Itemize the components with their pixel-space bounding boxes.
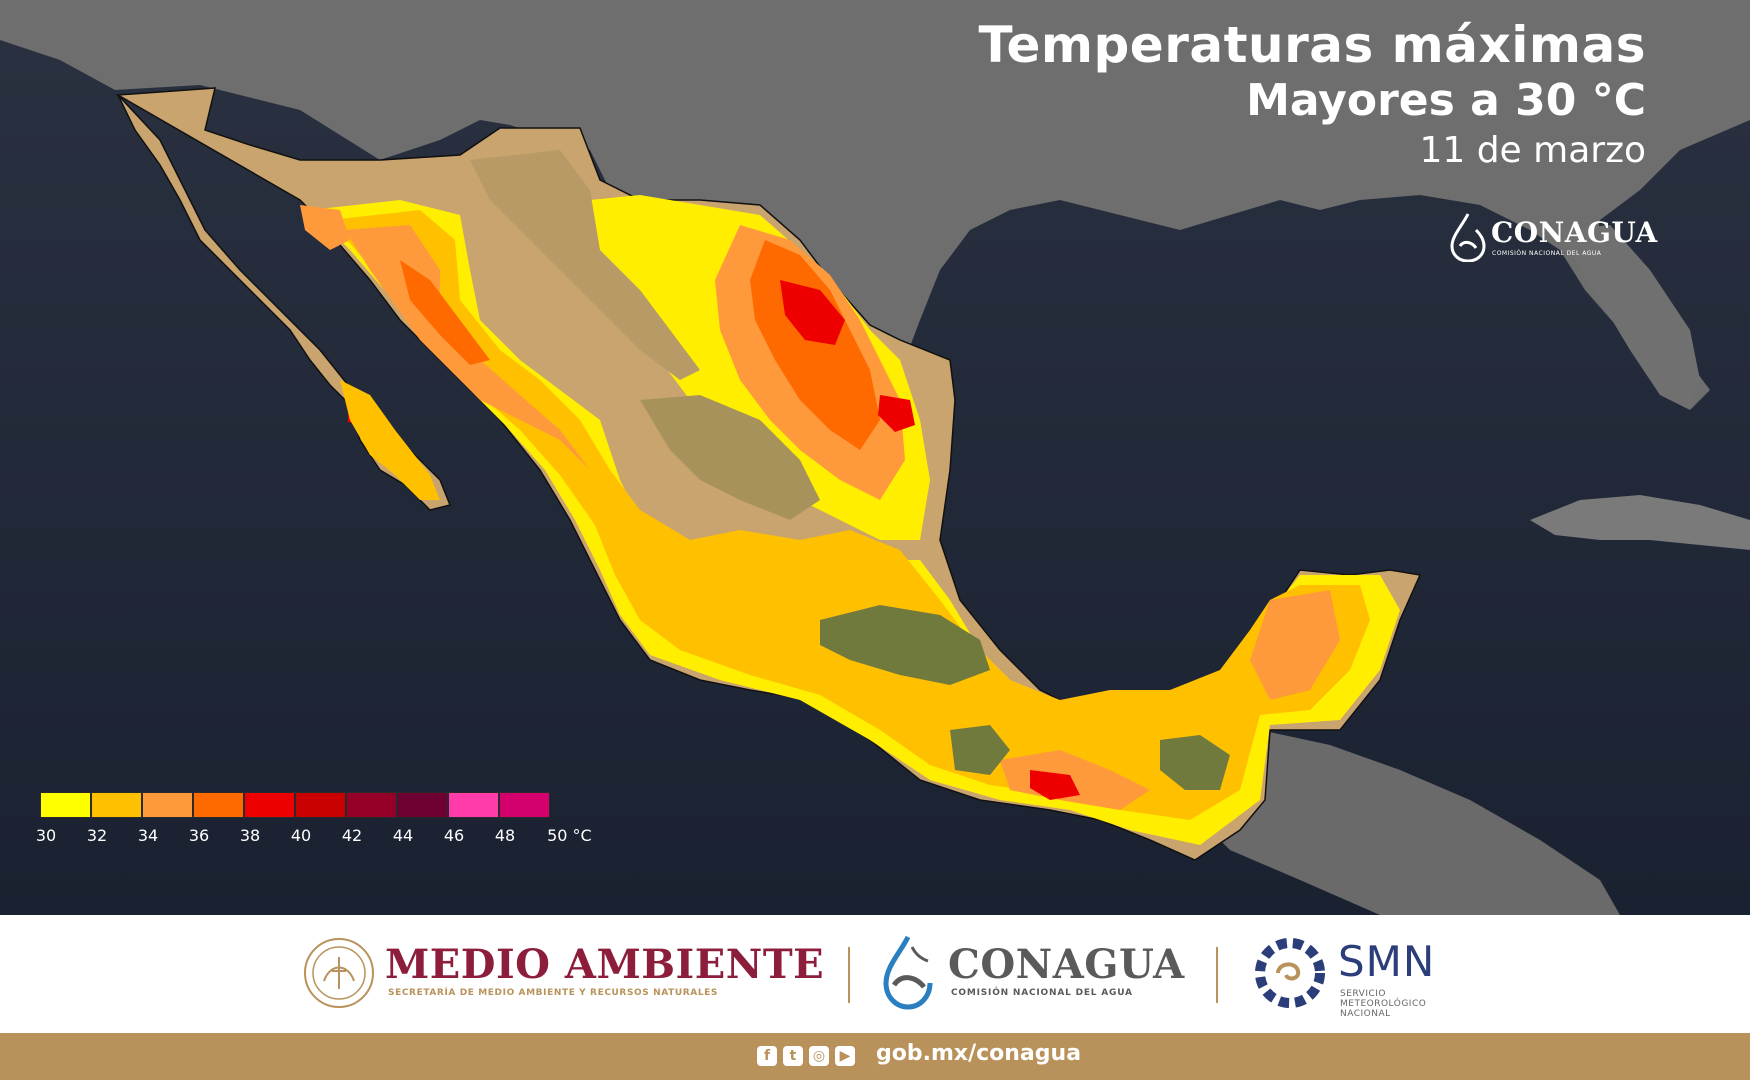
highland-central <box>640 395 820 520</box>
legend-swatch <box>193 792 244 818</box>
conagua-footer-sub: COMISIÓN NACIONAL DEL AGUA <box>951 988 1133 998</box>
legend-swatch <box>142 792 193 818</box>
medio-ambiente-sub: SECRETARÍA DE MEDIO AMBIENTE Y RECURSOS … <box>388 988 719 998</box>
legend-label: 36 <box>188 826 210 845</box>
cuba-landmass <box>1530 495 1750 550</box>
title-block: Temperaturas máximas Mayores a 30 °C 11 … <box>979 16 1646 174</box>
legend-label: 50 °C <box>547 826 592 845</box>
zone-baja-south <box>340 380 440 500</box>
mexico-seal-icon <box>304 938 374 1008</box>
legend-label: 48 <box>494 826 516 845</box>
legend-swatch <box>499 792 550 818</box>
zone-baja-sonora <box>300 205 350 250</box>
legend-swatch <box>91 792 142 818</box>
highland-neovolcanic <box>820 605 990 685</box>
legend-swatch <box>295 792 346 818</box>
legend-bar <box>40 792 600 818</box>
footer-separator <box>1216 947 1218 1003</box>
highland-oaxaca <box>950 725 1010 775</box>
map-logo-name: CONAGUA <box>1491 216 1658 249</box>
conagua-footer-name: CONAGUA <box>948 941 1185 988</box>
map-title: Temperaturas máximas <box>978 16 1646 74</box>
legend-label: 32 <box>86 826 108 845</box>
instagram-icon[interactable]: ◎ <box>809 1046 829 1066</box>
legend-label: 44 <box>392 826 414 845</box>
legend-label: 40 <box>290 826 312 845</box>
legend-swatch <box>448 792 499 818</box>
youtube-icon[interactable]: ▶ <box>835 1046 855 1066</box>
zone-38-40-b <box>878 395 915 432</box>
footer: MEDIO AMBIENTE SECRETARÍA DE MEDIO AMBIE… <box>0 915 1750 1033</box>
conagua-drop-icon <box>1450 213 1486 262</box>
temperature-legend: 30 32 34 36 38 40 42 44 46 48 50 °C <box>36 792 600 848</box>
highland-north <box>470 150 700 380</box>
zone-38-40 <box>780 280 845 345</box>
central-america-landmass <box>1180 730 1620 915</box>
zone-34-36-yuc <box>1250 590 1340 700</box>
zone-34-36-south <box>1000 750 1150 810</box>
legend-label: 30 <box>35 826 57 845</box>
conagua-logo-icon <box>883 935 933 1010</box>
legend-label: 46 <box>443 826 465 845</box>
highland-chiapas <box>1160 735 1230 790</box>
legend-labels: 30 32 34 36 38 40 42 44 46 48 50 °C <box>36 826 600 848</box>
conagua-map-logo: CONAGUA COMISIÓN NACIONAL DEL AGUA <box>1446 212 1657 266</box>
map-area: Temperaturas máximas Mayores a 30 °C 11 … <box>0 0 1750 915</box>
smn-name: SMN <box>1338 937 1436 986</box>
site-url-link[interactable]: gob.mx/conagua <box>876 1041 1082 1066</box>
legend-swatch <box>40 792 91 818</box>
social-icons: f t ◎ ▶ <box>757 1046 855 1066</box>
twitter-icon[interactable]: t <box>783 1046 803 1066</box>
usa-landmass <box>0 0 1750 410</box>
temperature-map <box>0 0 1750 915</box>
zone-38-40-c <box>1030 770 1080 800</box>
florida-landmass <box>1560 225 1700 410</box>
legend-swatch <box>346 792 397 818</box>
medio-ambiente-name: MEDIO AMBIENTE <box>385 941 825 988</box>
smn-sub: SERVICIO METEOROLÓGICO NACIONAL <box>1340 989 1427 1019</box>
bottom-bar: f t ◎ ▶ gob.mx/conagua <box>0 1033 1750 1080</box>
zone-36-38-nw <box>400 260 490 365</box>
facebook-icon[interactable]: f <box>757 1046 777 1066</box>
legend-label: 38 <box>239 826 261 845</box>
map-logo-sub: COMISIÓN NACIONAL DEL AGUA <box>1492 250 1602 257</box>
map-date: 11 de marzo <box>1419 130 1646 171</box>
map-subtitle: Mayores a 30 °C <box>1246 75 1646 126</box>
legend-label: 34 <box>137 826 159 845</box>
smn-logo-icon <box>1255 938 1325 1008</box>
legend-label: 42 <box>341 826 363 845</box>
legend-swatch <box>397 792 448 818</box>
footer-separator <box>848 947 850 1003</box>
legend-swatch <box>244 792 295 818</box>
